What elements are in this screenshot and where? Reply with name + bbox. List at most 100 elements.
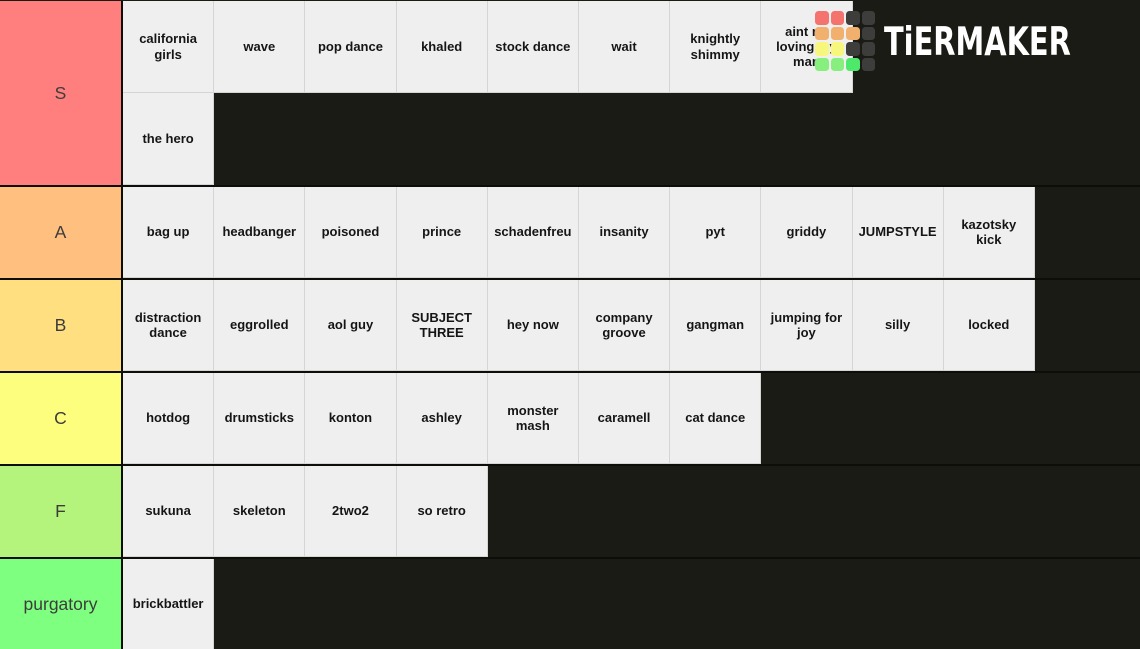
tier-item-label: griddy: [786, 224, 827, 240]
tier-item-label: prince: [422, 224, 462, 240]
tier-item-label: wait: [611, 38, 637, 54]
tier-item-label: locked: [968, 317, 1010, 333]
tier-items-s: california girls wave pop dance khaled stock…: [123, 1, 853, 185]
tier-item[interactable]: distraction dance: [123, 280, 215, 371]
logo-grid-square: [846, 11, 860, 25]
tier-label-f[interactable]: F: [0, 466, 123, 557]
tier-item-label: schadenfreu: [494, 224, 572, 240]
tier-item[interactable]: aol guy: [305, 280, 397, 371]
tier-item[interactable]: california girls: [123, 1, 215, 93]
tier-item[interactable]: JUMPSTYLE: [852, 187, 944, 278]
tier-item[interactable]: insanity: [578, 187, 671, 278]
tier-item-label: bag up: [146, 224, 190, 240]
logo-grid-square: [861, 42, 876, 56]
tier-item[interactable]: eggrolled: [214, 280, 306, 371]
tier-item-label: caramell: [597, 410, 651, 426]
tier-label-s[interactable]: S: [0, 1, 123, 185]
tier-item-label: ashley: [421, 410, 462, 426]
tier-label-a[interactable]: A: [0, 187, 123, 278]
tier-item[interactable]: wait: [578, 1, 671, 93]
tier-item[interactable]: drumsticks: [214, 373, 306, 464]
tier-item[interactable]: hey now: [487, 280, 579, 371]
tier-item[interactable]: locked: [943, 280, 1035, 371]
tier-item-label: drumsticks: [224, 410, 294, 426]
tier-item[interactable]: 2two2: [305, 466, 397, 557]
tier-item-label: silly: [884, 317, 911, 333]
tier-item-label: wave: [243, 38, 276, 54]
tier-item-label: jumping for joy: [770, 309, 843, 340]
tier-label-purgatory[interactable]: purgatory: [0, 559, 123, 649]
tier-items-b: distraction dance eggrolled aol guy SUBJECT…: [123, 280, 1140, 371]
tier-item-label: JUMPSTYLE: [858, 224, 937, 240]
tier-item-label: sukuna: [145, 503, 191, 519]
logo-grid-square: [815, 26, 829, 40]
logo-grid-square: [830, 26, 845, 40]
tier-item[interactable]: griddy: [761, 187, 853, 278]
tier-item-label: the hero: [142, 130, 194, 146]
tier-item-label: hotdog: [146, 410, 191, 426]
tier-item-label: insanity: [599, 224, 649, 240]
tier-item-label: eggrolled: [230, 317, 289, 333]
tier-label-b[interactable]: B: [0, 280, 123, 371]
tier-item[interactable]: prince: [396, 187, 488, 278]
tier-item-label: so retro: [417, 503, 466, 519]
tier-item[interactable]: SUBJECT THREE: [396, 280, 488, 371]
tier-item[interactable]: kazotsky kick: [943, 187, 1035, 278]
tier-item[interactable]: sukuna: [123, 466, 215, 557]
tier-label-c[interactable]: C: [0, 373, 123, 464]
tier-item[interactable]: caramell: [578, 373, 671, 464]
tier-items-f: sukuna skeleton 2two2 so retro: [123, 466, 1140, 557]
tier-item[interactable]: schadenfreu: [487, 187, 579, 278]
logo-grid-square: [846, 57, 860, 71]
tier-item[interactable]: monster mash: [487, 373, 579, 464]
tier-item[interactable]: khaled: [396, 1, 488, 93]
tier-item[interactable]: hotdog: [123, 373, 215, 464]
tier-item[interactable]: pop dance: [305, 1, 397, 93]
tier-item-label: distraction dance: [134, 309, 202, 340]
tier-item[interactable]: jumping for joy: [761, 280, 853, 371]
tiermaker-logo: TiERMAKER: [815, 11, 1124, 71]
tier-item-label: pop dance: [317, 38, 383, 54]
logo-grid-square: [815, 11, 829, 25]
tier-item-label: monster mash: [507, 402, 559, 433]
tier-item[interactable]: gangman: [670, 280, 762, 371]
logo-grid-square: [861, 11, 876, 25]
logo-grid-square: [815, 42, 829, 56]
tier-item[interactable]: poisoned: [305, 187, 397, 278]
tier-item[interactable]: brickbattler: [123, 559, 215, 649]
tier-items-c: hotdog drumsticks konton ashley monster mash…: [123, 373, 1140, 464]
logo-grid-square: [830, 57, 845, 71]
tiermaker-logo-grid-icon: [815, 11, 876, 71]
tier-item[interactable]: company groove: [578, 280, 671, 371]
tier-item-label: kazotsky kick: [961, 216, 1017, 247]
tier-item-label: aol guy: [327, 317, 374, 333]
tier-item-label: konton: [328, 410, 373, 426]
tier-item[interactable]: ashley: [396, 373, 488, 464]
tier-item-label: poisoned: [321, 224, 380, 240]
tier-item-label: 2two2: [332, 503, 369, 519]
tier-item-label: brickbattler: [132, 596, 204, 612]
logo-grid-square: [861, 26, 876, 40]
tier-item[interactable]: the hero: [123, 93, 215, 185]
tier-item[interactable]: konton: [305, 373, 397, 464]
tier-item-label: pyt: [705, 224, 725, 240]
tier-item[interactable]: skeleton: [214, 466, 306, 557]
tiermaker-logo-text: TiERMAKER: [884, 18, 1072, 64]
tier-item[interactable]: silly: [852, 280, 944, 371]
tier-item[interactable]: cat dance: [670, 373, 762, 464]
tier-item[interactable]: stock dance: [487, 1, 579, 93]
tier-item[interactable]: pyt: [670, 187, 762, 278]
tier-item[interactable]: so retro: [396, 466, 488, 557]
tier-item[interactable]: wave: [214, 1, 306, 93]
tier-item[interactable]: knightly shimmy: [670, 1, 762, 93]
logo-grid-square: [846, 42, 860, 56]
tier-item-label: SUBJECT THREE: [411, 309, 472, 340]
tier-item-label: headbanger: [222, 224, 297, 240]
tier-item-label: khaled: [421, 38, 463, 54]
tier-item-label: knightly shimmy: [690, 31, 741, 62]
tier-item[interactable]: bag up: [123, 187, 215, 278]
tier-item[interactable]: headbanger: [214, 187, 306, 278]
